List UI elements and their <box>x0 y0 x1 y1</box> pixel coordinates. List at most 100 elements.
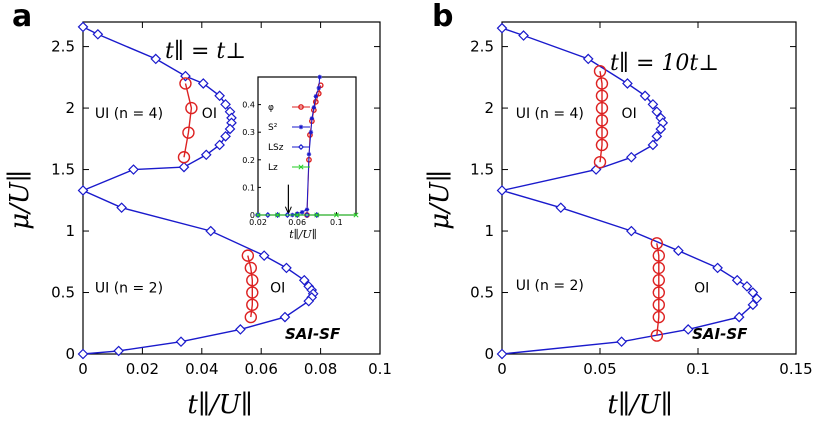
series-0-point <box>622 78 633 89</box>
series-2-point <box>652 261 665 275</box>
series-0-point <box>616 336 627 348</box>
series-2-point <box>246 286 259 299</box>
y-axis-title: μ/U∥ <box>5 170 35 230</box>
inset-series-1-point <box>313 94 319 99</box>
inset-series-3-point <box>294 212 300 218</box>
x-tick-label: 0.1 <box>686 360 710 378</box>
series-1-line <box>183 83 193 158</box>
series-2-point <box>652 286 665 299</box>
legend-label: φ <box>268 103 274 113</box>
y-tick-label: 0.5 <box>51 284 75 302</box>
series-2-point <box>652 249 665 262</box>
x-tick-label: 0.02 <box>126 360 159 378</box>
series-0-point <box>77 348 89 360</box>
inset-series-1-point <box>299 210 305 215</box>
series-1-point <box>595 138 609 152</box>
series-0-point <box>731 274 743 286</box>
series-0-point <box>77 21 89 33</box>
phase-label: OI <box>622 106 637 122</box>
series-0-point <box>626 225 637 237</box>
legend-marker <box>298 104 304 110</box>
phase-label: OI <box>202 106 217 122</box>
y-tick-label: 0 <box>65 345 75 363</box>
series-2-point <box>246 298 259 312</box>
x-tick-label: 0.06 <box>244 360 277 378</box>
series-2-point <box>241 249 255 262</box>
inset-series-1-point <box>309 116 315 121</box>
series-0-point <box>651 131 663 142</box>
y-axis-title: μ/U∥ <box>425 170 455 230</box>
inset-series-1-point <box>306 152 312 157</box>
y-tick-label: 2 <box>484 99 494 117</box>
series-0-point <box>673 245 684 257</box>
series-1-point <box>595 114 609 127</box>
series-0-point <box>150 53 162 65</box>
legend-label: LSz <box>268 143 284 153</box>
x-tick-label: 0 <box>78 360 88 378</box>
series-0-point <box>205 225 217 237</box>
legend-marker <box>297 143 305 151</box>
series-0-point <box>214 90 225 102</box>
inset-series-3-point <box>255 212 261 218</box>
series-0-point <box>682 324 694 335</box>
series-2-point <box>650 237 664 250</box>
series-0-point <box>741 281 753 292</box>
series-2-point <box>652 310 665 324</box>
series-0-point <box>200 149 212 161</box>
series-0-point <box>116 202 127 214</box>
series-0-point <box>555 202 567 214</box>
x-tick-label: 0.05 <box>583 360 616 378</box>
series-0-point <box>224 123 236 135</box>
inset-x-tick-label: 0.06 <box>288 218 306 227</box>
series-0-point <box>651 106 663 118</box>
series-0-point <box>220 99 231 110</box>
inset-y-tick-label: 0.3 <box>242 128 255 137</box>
series-0-point <box>655 123 667 135</box>
inset-y-tick-label: 0.1 <box>242 183 255 192</box>
phase-label: OI <box>270 281 285 297</box>
series-0-point <box>733 311 745 323</box>
inset-y-tick-label: 0.4 <box>242 101 255 110</box>
series-0-point <box>303 295 315 307</box>
inset-y-tick-label: 0.2 <box>242 156 255 165</box>
legend-marker <box>298 124 304 130</box>
x-tick-label: 0 <box>497 360 507 378</box>
series-0-point <box>747 287 759 298</box>
series-0-point <box>496 348 508 360</box>
inset-y-tick-label: 0 <box>250 211 255 220</box>
series-0-point <box>626 151 637 163</box>
series-2-point <box>244 310 258 324</box>
inset-series-0-point <box>312 98 319 105</box>
series-0-point <box>496 22 508 34</box>
series-2-point <box>650 329 664 342</box>
series-0-point <box>92 28 104 40</box>
y-tick-label: 2.5 <box>51 38 75 56</box>
panel-b: b 0 0.05 0.1 0.15 0 0.5 1 1.5 2 2.5 t∥/U∥ μ/U∥ t∥ = 1… <box>425 0 813 420</box>
y-tick-label: 0 <box>484 345 494 363</box>
inset-series-1-point <box>308 130 314 135</box>
phase-label: UI (n = 2) <box>516 278 584 294</box>
series-2-point <box>652 274 665 287</box>
inset-series-0-point <box>317 82 324 89</box>
x-axis-title: t∥/U∥ <box>187 390 252 420</box>
panel-label: b <box>432 0 453 34</box>
series-1-point <box>595 126 609 139</box>
series-0-point <box>582 53 594 65</box>
y-tick-label: 1 <box>65 222 75 240</box>
phase-label-bold: SAI-SF <box>692 325 748 343</box>
series-0-point <box>712 262 723 274</box>
series-1-point <box>593 155 607 169</box>
y-tick-label: 1 <box>484 222 494 240</box>
x-tick-label: 0.15 <box>779 360 812 378</box>
panel-label: a <box>12 0 32 34</box>
series-1-point <box>595 89 609 102</box>
inset-series-3-point <box>275 212 281 218</box>
series-0-point <box>298 274 310 286</box>
inset-series-3-point <box>314 212 320 218</box>
x-tick-label: 0.1 <box>368 360 392 378</box>
series-2-point <box>244 261 258 275</box>
series-2-point <box>652 298 665 312</box>
series-0-point <box>128 164 139 175</box>
legend-label: S² <box>268 123 278 133</box>
